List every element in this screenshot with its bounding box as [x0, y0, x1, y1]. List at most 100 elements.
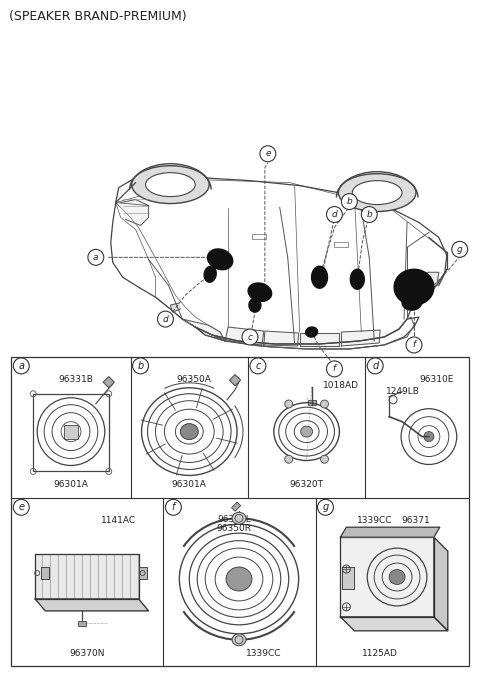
Text: 96350L: 96350L — [217, 515, 251, 524]
Circle shape — [13, 500, 29, 515]
Ellipse shape — [132, 166, 209, 204]
Polygon shape — [312, 266, 327, 288]
Bar — [139, 567, 146, 579]
Ellipse shape — [338, 174, 416, 211]
Circle shape — [326, 206, 342, 223]
Polygon shape — [204, 266, 216, 282]
Ellipse shape — [226, 567, 252, 591]
Polygon shape — [340, 617, 448, 631]
Text: 1339CC: 1339CC — [357, 517, 392, 525]
Text: g: g — [323, 502, 329, 512]
Circle shape — [285, 400, 293, 408]
Ellipse shape — [232, 634, 246, 646]
Text: 1249LB: 1249LB — [386, 387, 420, 396]
Ellipse shape — [300, 426, 312, 437]
Polygon shape — [350, 269, 364, 289]
Text: c: c — [255, 361, 261, 371]
Text: 96331B: 96331B — [59, 375, 94, 384]
Text: d: d — [332, 210, 337, 219]
Circle shape — [132, 358, 148, 374]
Ellipse shape — [352, 181, 402, 204]
Text: 96371: 96371 — [402, 517, 431, 525]
Polygon shape — [170, 303, 180, 312]
Polygon shape — [195, 317, 419, 349]
Bar — [78, 621, 86, 626]
Ellipse shape — [145, 173, 195, 196]
Text: 96320T: 96320T — [289, 481, 324, 489]
Bar — [252, 234, 266, 240]
Circle shape — [424, 432, 434, 441]
Circle shape — [406, 337, 422, 353]
Polygon shape — [300, 333, 339, 346]
Text: 96370N: 96370N — [69, 649, 105, 657]
Polygon shape — [340, 527, 440, 537]
Text: f: f — [412, 341, 416, 349]
Text: f: f — [172, 502, 175, 512]
Circle shape — [88, 249, 104, 265]
Circle shape — [250, 358, 266, 374]
Circle shape — [285, 455, 293, 463]
Text: 96350A: 96350A — [177, 375, 212, 384]
Text: 1141AC: 1141AC — [101, 517, 136, 525]
Bar — [342, 567, 354, 589]
Bar — [231, 502, 240, 511]
Text: 96350R: 96350R — [216, 524, 252, 533]
Circle shape — [260, 146, 276, 162]
Text: e: e — [18, 502, 24, 512]
Circle shape — [326, 361, 342, 377]
Text: a: a — [18, 361, 24, 371]
Polygon shape — [249, 298, 261, 312]
Polygon shape — [394, 269, 434, 305]
Bar — [33, 394, 109, 471]
Ellipse shape — [389, 569, 405, 584]
Text: f: f — [333, 364, 336, 374]
Circle shape — [13, 358, 29, 374]
Text: 96310E: 96310E — [420, 375, 454, 384]
Bar — [229, 374, 240, 386]
Polygon shape — [264, 331, 299, 346]
Circle shape — [452, 242, 468, 257]
Circle shape — [341, 194, 357, 209]
Polygon shape — [35, 599, 148, 611]
Ellipse shape — [180, 424, 198, 439]
Text: 96301A: 96301A — [172, 481, 207, 489]
Polygon shape — [341, 330, 380, 346]
Bar — [12, 357, 468, 665]
Polygon shape — [340, 537, 434, 617]
Text: b: b — [347, 197, 352, 206]
Polygon shape — [35, 554, 139, 599]
Bar — [308, 399, 315, 405]
Circle shape — [321, 455, 328, 463]
Circle shape — [157, 311, 173, 327]
Text: b: b — [137, 361, 144, 371]
Text: 1339CC: 1339CC — [246, 649, 282, 657]
Polygon shape — [120, 200, 148, 225]
Polygon shape — [409, 272, 439, 301]
Text: c: c — [248, 332, 252, 341]
Text: 1018AD: 1018AD — [324, 381, 360, 390]
Bar — [103, 376, 114, 388]
Ellipse shape — [232, 512, 246, 524]
Polygon shape — [182, 319, 225, 341]
Text: 1125AD: 1125AD — [362, 649, 398, 657]
Circle shape — [361, 206, 377, 223]
Text: a: a — [93, 253, 98, 262]
Text: g: g — [457, 245, 463, 254]
Text: d: d — [372, 361, 378, 371]
Text: b: b — [366, 210, 372, 219]
Circle shape — [166, 500, 181, 515]
Circle shape — [367, 358, 383, 374]
Bar — [41, 567, 49, 579]
Polygon shape — [207, 249, 233, 269]
Text: (SPEAKER BRAND-PREMIUM): (SPEAKER BRAND-PREMIUM) — [9, 10, 187, 23]
Polygon shape — [306, 327, 317, 337]
Bar — [64, 424, 78, 439]
Polygon shape — [248, 283, 272, 301]
Circle shape — [242, 329, 258, 345]
Text: e: e — [265, 149, 271, 158]
Text: d: d — [163, 315, 168, 324]
Polygon shape — [402, 294, 422, 310]
Polygon shape — [434, 537, 448, 631]
Text: 96301A: 96301A — [54, 481, 88, 489]
Circle shape — [318, 500, 334, 515]
